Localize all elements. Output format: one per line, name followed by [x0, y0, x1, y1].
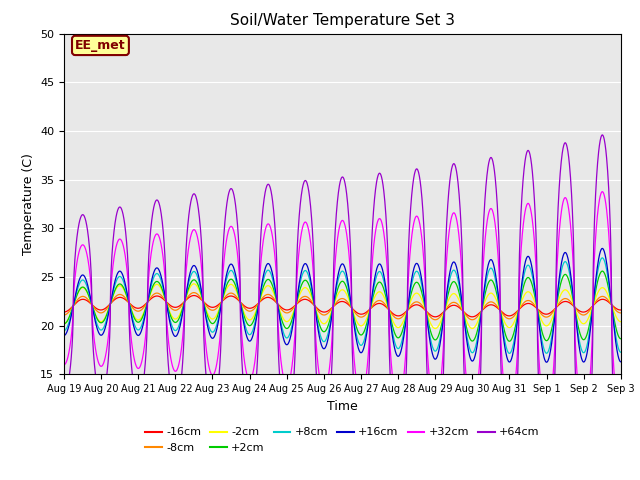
+16cm — [504, 358, 512, 363]
+32cm — [358, 393, 366, 399]
-8cm — [60, 312, 68, 318]
+64cm — [617, 474, 625, 480]
-2cm — [505, 324, 513, 330]
+16cm — [584, 349, 591, 355]
+2cm — [371, 288, 378, 294]
Line: +64cm: +64cm — [64, 135, 621, 477]
Line: +16cm: +16cm — [64, 249, 621, 362]
-16cm — [468, 314, 476, 320]
-8cm — [190, 290, 198, 296]
+32cm — [583, 404, 591, 410]
-2cm — [190, 281, 198, 287]
-8cm — [568, 300, 576, 306]
+32cm — [617, 417, 625, 422]
+2cm — [598, 268, 606, 274]
-8cm — [617, 310, 625, 316]
+64cm — [583, 457, 591, 463]
+2cm — [584, 331, 591, 336]
+64cm — [371, 196, 378, 202]
-2cm — [359, 323, 367, 328]
+8cm — [504, 349, 512, 355]
Line: +8cm: +8cm — [64, 258, 621, 353]
+16cm — [371, 276, 378, 282]
+8cm — [60, 328, 68, 334]
-2cm — [617, 319, 625, 324]
+2cm — [358, 332, 366, 337]
-16cm — [190, 293, 198, 299]
+8cm — [584, 341, 591, 347]
+32cm — [568, 234, 575, 240]
+8cm — [358, 342, 366, 348]
+64cm — [358, 437, 366, 443]
+8cm — [617, 349, 625, 355]
-8cm — [584, 310, 591, 316]
Text: EE_met: EE_met — [75, 39, 126, 52]
-8cm — [216, 302, 223, 308]
+16cm — [568, 280, 575, 286]
+2cm — [504, 337, 512, 343]
+8cm — [598, 255, 606, 261]
+16cm — [358, 349, 366, 355]
-16cm — [60, 309, 68, 315]
+8cm — [216, 312, 223, 317]
+64cm — [598, 132, 606, 138]
+16cm — [598, 246, 606, 252]
-16cm — [617, 307, 625, 313]
-16cm — [584, 308, 591, 313]
+64cm — [60, 391, 68, 397]
+64cm — [216, 370, 223, 376]
-2cm — [584, 317, 591, 323]
+2cm — [617, 336, 625, 342]
+32cm — [598, 189, 606, 194]
-2cm — [216, 305, 223, 311]
Line: +2cm: +2cm — [64, 271, 621, 341]
X-axis label: Time: Time — [327, 400, 358, 413]
+32cm — [60, 362, 68, 368]
+16cm — [543, 360, 550, 365]
+16cm — [617, 359, 625, 365]
-8cm — [505, 316, 513, 322]
Line: +32cm: +32cm — [64, 192, 621, 420]
Legend: -16cm, -8cm, -2cm, +2cm, +8cm, +16cm, +32cm, +64cm: -16cm, -8cm, -2cm, +2cm, +8cm, +16cm, +3… — [141, 423, 544, 457]
-2cm — [371, 294, 379, 300]
+32cm — [504, 409, 512, 415]
+2cm — [60, 321, 68, 327]
-16cm — [568, 302, 576, 308]
+8cm — [371, 281, 378, 287]
-8cm — [371, 300, 379, 306]
Line: -8cm: -8cm — [64, 293, 621, 320]
-2cm — [60, 321, 68, 327]
+64cm — [568, 191, 575, 197]
-2cm — [468, 325, 476, 331]
-16cm — [359, 311, 367, 317]
-2cm — [568, 297, 576, 303]
+8cm — [568, 285, 575, 290]
+2cm — [506, 338, 513, 344]
-8cm — [359, 314, 367, 320]
+64cm — [504, 461, 512, 467]
+16cm — [216, 314, 223, 320]
Line: -2cm: -2cm — [64, 284, 621, 328]
+16cm — [60, 333, 68, 338]
Title: Soil/Water Temperature Set 3: Soil/Water Temperature Set 3 — [230, 13, 455, 28]
+32cm — [371, 236, 378, 241]
-16cm — [216, 301, 223, 307]
Line: -16cm: -16cm — [64, 296, 621, 317]
+2cm — [568, 290, 575, 296]
-16cm — [505, 313, 513, 319]
+2cm — [216, 308, 223, 313]
-8cm — [468, 317, 476, 323]
+8cm — [506, 350, 513, 356]
+32cm — [216, 342, 223, 348]
Y-axis label: Temperature (C): Temperature (C) — [22, 153, 35, 255]
-16cm — [371, 302, 379, 308]
